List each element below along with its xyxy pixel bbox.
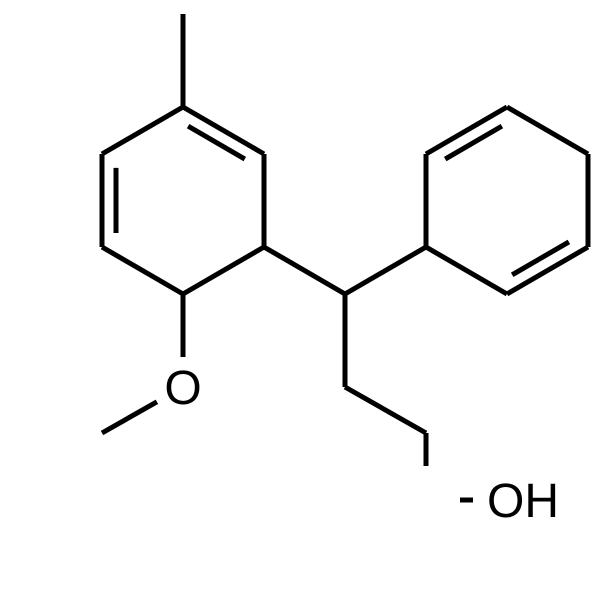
bond [345,387,426,433]
bond [183,247,264,294]
bond [188,126,245,159]
bond [345,247,426,294]
molecule-diagram: O OH [0,0,600,600]
bond [512,242,569,275]
bond [102,247,183,294]
bond [426,247,507,294]
bond [507,107,588,154]
atom-label: OH [487,475,559,528]
bond [102,107,183,154]
atom-label: O [164,362,201,415]
bond [264,247,345,294]
bond [445,126,502,159]
bond [102,402,157,433]
